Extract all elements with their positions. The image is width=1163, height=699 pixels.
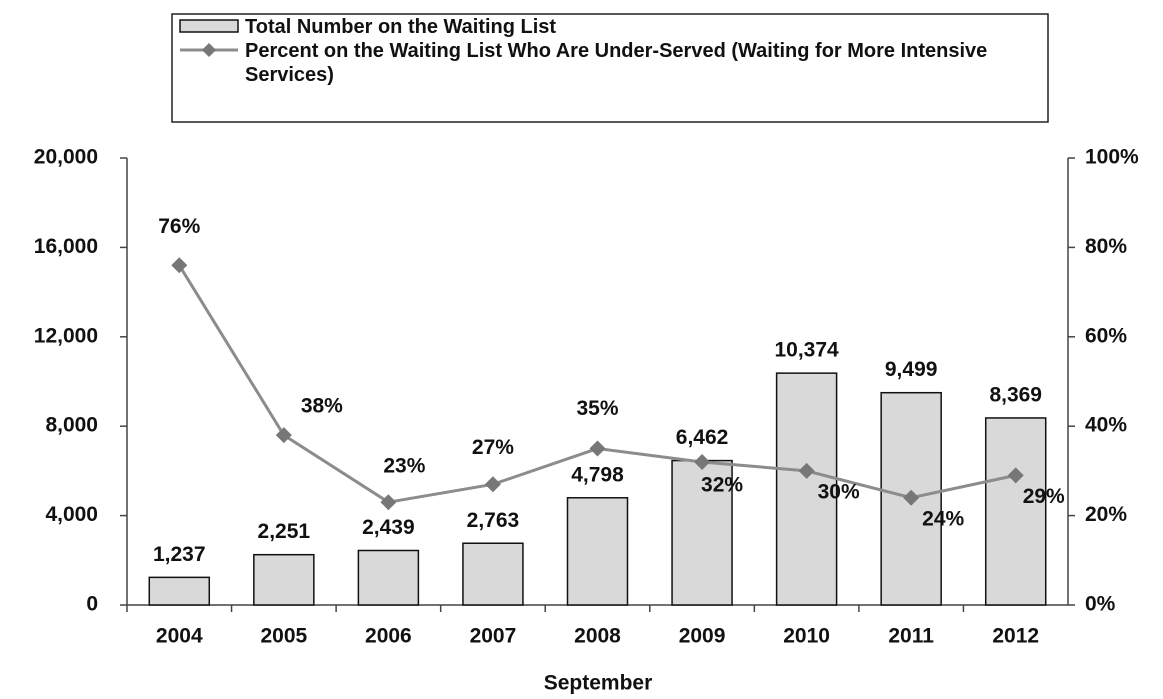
- x-tick-label: 2011: [888, 625, 934, 648]
- line-value-label: 27%: [472, 436, 514, 459]
- bar-value-label: 8,369: [989, 383, 1042, 406]
- legend-marker: [202, 43, 216, 57]
- line-value-label: 38%: [301, 395, 343, 418]
- bar-value-label: 4,798: [571, 463, 624, 486]
- line-marker: [589, 440, 606, 457]
- x-axis-label: September: [544, 672, 653, 695]
- bar: [462, 542, 524, 606]
- line-marker: [903, 489, 920, 506]
- bar: [775, 372, 838, 606]
- x-tick-label: 2005: [260, 625, 307, 648]
- y-tick-label: 4,000: [45, 503, 98, 526]
- legend-label: Percent on the Waiting List Who Are Unde…: [245, 40, 988, 86]
- bar-value-label: 2,763: [467, 509, 520, 532]
- bar-value-label: 2,439: [362, 516, 415, 539]
- y2-tick-label: 0%: [1085, 593, 1116, 616]
- line-marker: [798, 462, 815, 479]
- y2-tick-label: 80%: [1085, 235, 1127, 258]
- bar-value-label: 2,251: [258, 520, 311, 543]
- line-marker: [694, 453, 711, 470]
- y-tick-label: 12,000: [34, 324, 98, 347]
- line-value-label: 23%: [383, 455, 425, 478]
- line-marker: [275, 427, 292, 444]
- x-tick-label: 2010: [783, 625, 830, 648]
- line-marker: [380, 494, 397, 511]
- legend-box: [171, 13, 1049, 123]
- line-marker: [1007, 467, 1024, 484]
- line-marker: [484, 476, 501, 493]
- y-tick-label: 20,000: [34, 146, 98, 169]
- legend-label: Total Number on the Waiting List: [245, 16, 557, 38]
- bar-value-label: 6,462: [676, 426, 729, 449]
- y-tick-label: 8,000: [45, 414, 98, 437]
- y2-tick-label: 100%: [1085, 146, 1139, 169]
- y2-tick-label: 40%: [1085, 414, 1127, 437]
- y-tick-label: 16,000: [34, 235, 98, 258]
- bar-value-label: 9,499: [885, 358, 938, 381]
- line-value-label: 32%: [701, 474, 743, 497]
- y2-tick-label: 20%: [1085, 503, 1127, 526]
- line-value-label: 29%: [1023, 485, 1065, 508]
- bar: [253, 553, 315, 606]
- bar: [148, 576, 211, 606]
- x-tick-label: 2008: [574, 625, 621, 648]
- x-tick-label: 2004: [156, 625, 203, 648]
- bar-value-label: 1,237: [153, 543, 206, 566]
- bar: [357, 549, 420, 606]
- x-tick-label: 2009: [679, 625, 726, 648]
- bar: [566, 497, 629, 606]
- y-tick-label: 0: [86, 593, 98, 616]
- legend-swatch: [179, 19, 239, 33]
- line-value-label: 35%: [576, 397, 618, 420]
- x-tick-label: 2012: [992, 625, 1039, 648]
- line-value-label: 76%: [158, 215, 200, 238]
- bar: [984, 417, 1047, 606]
- y2-tick-label: 60%: [1085, 324, 1127, 347]
- bar-value-label: 10,374: [774, 339, 839, 362]
- bar: [671, 459, 733, 606]
- line-value-label: 30%: [818, 480, 860, 503]
- line-value-label: 24%: [922, 507, 964, 530]
- line-marker: [171, 257, 188, 274]
- x-tick-label: 2006: [365, 625, 412, 648]
- x-tick-label: 2007: [470, 625, 517, 648]
